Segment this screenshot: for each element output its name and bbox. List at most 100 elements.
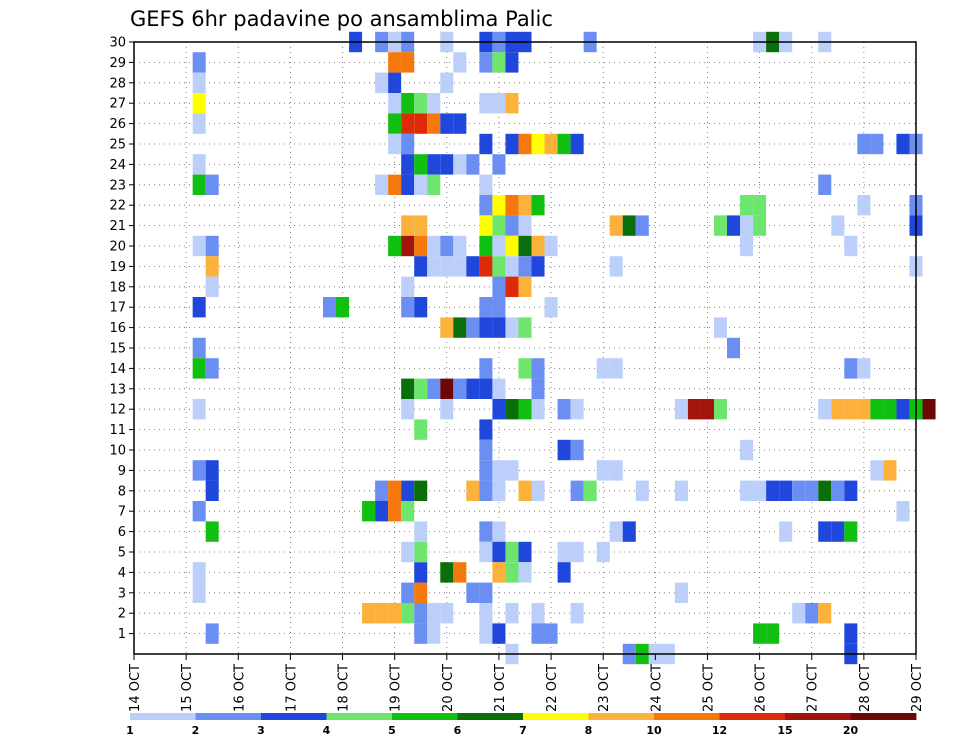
heatmap-cell bbox=[388, 480, 402, 501]
heatmap-cell bbox=[479, 195, 493, 216]
heatmap-cell bbox=[401, 235, 415, 257]
y-tick-label: 26 bbox=[109, 117, 126, 132]
heatmap-cell bbox=[479, 419, 493, 440]
heatmap-cell bbox=[531, 235, 545, 257]
heatmap-cell bbox=[635, 215, 649, 236]
heatmap-cell bbox=[492, 297, 506, 318]
heatmap-cell bbox=[753, 623, 767, 644]
heatmap-cell bbox=[896, 399, 910, 420]
y-tick-label: 21 bbox=[109, 219, 126, 234]
heatmap-cell bbox=[857, 133, 871, 155]
heatmap-cell bbox=[844, 399, 858, 420]
heatmap-cell bbox=[492, 93, 506, 114]
heatmap-cell bbox=[492, 317, 506, 338]
y-tick-label: 25 bbox=[109, 138, 126, 153]
legend-color-swatch bbox=[261, 713, 327, 720]
heatmap-cell bbox=[414, 582, 428, 603]
heatmap-cell bbox=[414, 603, 428, 624]
heatmap-cell bbox=[844, 480, 858, 501]
heatmap-cell bbox=[857, 399, 871, 420]
legend-tick-label: 5 bbox=[388, 724, 396, 737]
heatmap-cell bbox=[440, 113, 454, 134]
heatmap-cell bbox=[596, 358, 610, 379]
heatmap-cell bbox=[518, 480, 532, 501]
y-tick-label: 9 bbox=[118, 464, 126, 479]
heatmap-cell bbox=[453, 317, 467, 338]
heatmap-cell bbox=[779, 521, 793, 542]
heatmap-cell bbox=[414, 215, 428, 236]
y-tick-label: 13 bbox=[109, 382, 126, 397]
heatmap-cell bbox=[557, 541, 571, 563]
heatmap-cell bbox=[401, 297, 415, 318]
y-tick-label: 7 bbox=[118, 505, 126, 520]
x-tick-label: 18 OCT bbox=[337, 664, 352, 712]
heatmap-cell bbox=[818, 480, 832, 501]
heatmap-cell bbox=[427, 93, 441, 114]
heatmap-cell bbox=[414, 256, 428, 277]
heatmap-cell bbox=[479, 541, 493, 563]
heatmap-cell bbox=[505, 541, 519, 563]
heatmap-cell bbox=[505, 133, 519, 155]
heatmap-cell bbox=[505, 276, 519, 297]
heatmap-cell bbox=[609, 256, 623, 277]
heatmap-cell bbox=[205, 256, 219, 277]
heatmap-cell bbox=[375, 480, 389, 501]
heatmap-cell bbox=[401, 603, 415, 624]
y-tick-label: 6 bbox=[118, 525, 126, 540]
legend-tick-label: 7 bbox=[519, 724, 527, 737]
legend-tick-label: 8 bbox=[585, 724, 593, 737]
y-tick-label: 27 bbox=[109, 97, 126, 112]
heatmap-cell bbox=[492, 235, 506, 257]
y-tick-label: 15 bbox=[109, 342, 126, 357]
heatmap-cell bbox=[401, 52, 415, 73]
heatmap-cell bbox=[531, 378, 545, 399]
heatmap-cell bbox=[362, 603, 376, 624]
legend-color-swatch bbox=[130, 713, 196, 720]
heatmap-cell bbox=[674, 480, 688, 501]
heatmap-cell bbox=[531, 133, 545, 155]
heatmap-cell bbox=[518, 399, 532, 420]
heatmap-cell bbox=[453, 235, 467, 257]
heatmap-cell bbox=[427, 174, 441, 195]
heatmap-cell bbox=[388, 603, 402, 624]
x-tick-label: 15 OCT bbox=[180, 664, 195, 712]
heatmap-cell bbox=[492, 195, 506, 216]
y-tick-label: 5 bbox=[118, 546, 126, 561]
heatmap-cell bbox=[518, 541, 532, 563]
heatmap-cell bbox=[427, 603, 441, 624]
heatmap-cell bbox=[479, 297, 493, 318]
x-tick-label: 26 OCT bbox=[754, 664, 769, 712]
x-axis-ticks: 14 OCT 15 OCT 16 OCT 17 OCT 18 OCT 19 OCT 20 O… bbox=[128, 654, 925, 712]
heatmap-cell bbox=[479, 317, 493, 338]
heatmap-cell bbox=[401, 215, 415, 236]
heatmap-cell bbox=[505, 235, 519, 257]
heatmap-cell bbox=[427, 378, 441, 399]
y-tick-label: 19 bbox=[109, 260, 126, 275]
y-tick-label: 12 bbox=[109, 403, 126, 418]
heatmap-cell bbox=[570, 603, 584, 624]
heatmap-cell bbox=[492, 52, 506, 73]
plot-frame bbox=[133, 41, 917, 655]
x-tick-label: 27 OCT bbox=[806, 664, 821, 712]
heatmap-cell bbox=[609, 358, 623, 379]
y-tick-label: 23 bbox=[109, 178, 126, 193]
heatmap-cell bbox=[479, 603, 493, 624]
heatmap-cell bbox=[596, 460, 610, 481]
heatmap-cell bbox=[740, 215, 754, 236]
y-tick-label: 24 bbox=[109, 158, 126, 173]
x-tick-label: 21 OCT bbox=[493, 664, 508, 712]
heatmap-cell bbox=[401, 93, 415, 114]
heatmap-cell bbox=[479, 93, 493, 114]
heatmap-cell bbox=[205, 480, 219, 501]
heatmap-cell bbox=[818, 603, 832, 624]
heatmap-cell bbox=[505, 195, 519, 216]
y-tick-label: 4 bbox=[118, 566, 126, 581]
heatmap-cell bbox=[844, 358, 858, 379]
legend-color-swatch bbox=[588, 713, 655, 720]
heatmap-cell bbox=[401, 399, 415, 420]
heatmap-cell bbox=[479, 174, 493, 195]
heatmap-cell bbox=[192, 72, 206, 93]
heatmap-cell bbox=[440, 399, 454, 420]
heatmap-cell bbox=[583, 480, 597, 501]
heatmap-cell bbox=[531, 358, 545, 379]
